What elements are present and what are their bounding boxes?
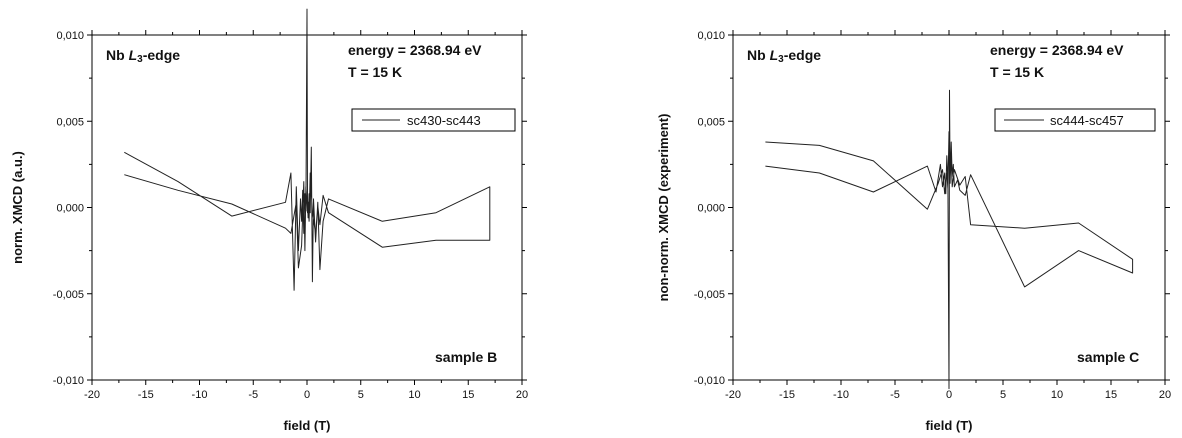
x-tick-label: 0 <box>304 389 310 401</box>
x-tick-label: 15 <box>462 389 474 401</box>
axis-ticks <box>87 30 527 385</box>
x-tick-label: -10 <box>192 389 208 401</box>
chart-sample-c: -20 -15 -10 -5 0 5 10 15 20 -0,010 -0,005 0,000 0,0… <box>656 30 1171 433</box>
y-tick-label: -0,010 <box>694 375 725 387</box>
y-tick-label: 0,010 <box>697 30 725 42</box>
y-tick-label: -0,005 <box>694 289 725 301</box>
x-axis-label: field (T) <box>926 418 973 433</box>
series-line-sc444-sc457 <box>765 89 1134 390</box>
y-tick-label: 0,000 <box>697 203 725 215</box>
legend: sc444-sc457 <box>994 108 1156 132</box>
x-tick-label: 20 <box>516 389 528 401</box>
x-tick-labels: -20 -15 -10 -5 0 5 10 15 20 <box>725 389 1171 401</box>
y-tick-label: 0,005 <box>697 116 725 128</box>
plot-area <box>124 8 491 291</box>
y-tick-labels: -0,010 -0,005 0,000 0,005 0,010 <box>53 30 84 387</box>
x-tick-label: 5 <box>1000 389 1006 401</box>
x-tick-labels: -20 -15 -10 -5 0 5 10 15 20 <box>84 389 528 401</box>
energy-annotation: energy = 2368.94 eV <box>348 42 482 58</box>
x-tick-label: 20 <box>1159 389 1171 401</box>
y-tick-label: 0,010 <box>56 30 84 42</box>
y-axis-label: norm. XMCD (a.u.) <box>10 151 25 264</box>
legend-box <box>351 108 516 132</box>
edge-annotation: Nb L3-edge <box>747 47 821 65</box>
sample-annotation: sample B <box>435 349 497 365</box>
temperature-annotation: T = 15 K <box>990 64 1044 80</box>
sample-annotation: sample C <box>1077 349 1139 365</box>
x-tick-label: -10 <box>833 389 849 401</box>
temperature-annotation: T = 15 K <box>348 64 402 80</box>
x-tick-label: -5 <box>248 389 258 401</box>
y-tick-label: 0,000 <box>56 203 84 215</box>
x-tick-label: -15 <box>779 389 795 401</box>
chart-sample-b: -20 -15 -10 -5 0 5 10 15 20 -0,010 -0,005 0,000 0,0… <box>10 8 528 433</box>
series-line-sc430-sc443 <box>124 8 491 291</box>
energy-annotation: energy = 2368.94 eV <box>990 42 1124 58</box>
y-tick-label: -0,010 <box>53 375 84 387</box>
x-tick-label: -20 <box>84 389 100 401</box>
x-axis-label: field (T) <box>284 418 331 433</box>
edge-annotation: Nb L3-edge <box>106 47 180 65</box>
y-tick-labels: -0,010 -0,005 0,000 0,005 0,010 <box>694 30 725 387</box>
axis-ticks <box>728 30 1170 385</box>
x-tick-label: -5 <box>890 389 900 401</box>
x-tick-label: 10 <box>1051 389 1063 401</box>
y-tick-label: -0,005 <box>53 289 84 301</box>
plot-area <box>765 89 1134 390</box>
legend-box <box>994 108 1156 132</box>
x-tick-label: 10 <box>408 389 420 401</box>
legend-label: sc444-sc457 <box>1050 113 1124 128</box>
legend: sc430-sc443 <box>351 108 516 132</box>
legend-label: sc430-sc443 <box>407 113 481 128</box>
x-tick-label: 15 <box>1105 389 1117 401</box>
x-tick-label: -15 <box>138 389 154 401</box>
y-axis-label: non-norm. XMCD (experiment) <box>656 114 671 302</box>
x-tick-label: 0 <box>946 389 952 401</box>
x-tick-label: -20 <box>725 389 741 401</box>
y-tick-label: 0,005 <box>56 116 84 128</box>
x-tick-label: 5 <box>358 389 364 401</box>
